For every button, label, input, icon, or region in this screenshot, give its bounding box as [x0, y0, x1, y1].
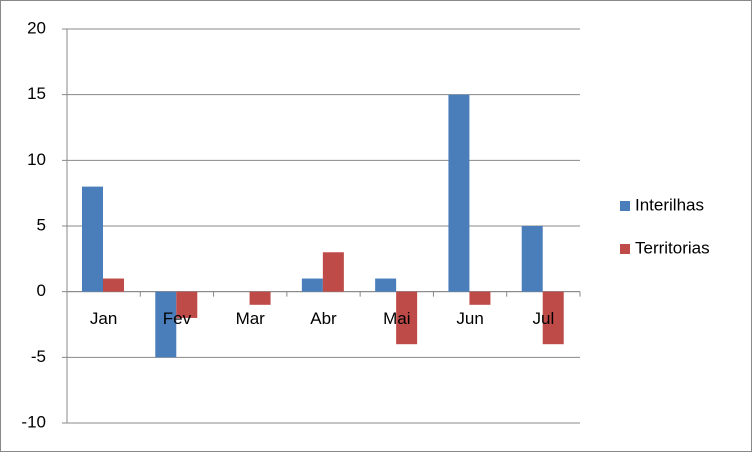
y-tick-label: 10: [27, 150, 46, 169]
y-tick-label: 15: [27, 84, 46, 103]
x-tick-label: Jul: [532, 309, 554, 328]
bar: [155, 291, 177, 358]
x-tick-label: Mar: [236, 309, 266, 328]
legend-label: Territorias: [635, 238, 710, 257]
bar: [469, 291, 491, 305]
x-tick-label: Fev: [163, 309, 192, 328]
bar: [396, 291, 418, 345]
x-tick-label: Jun: [456, 309, 483, 328]
bar: [176, 291, 198, 318]
x-tick-label: Jan: [90, 309, 117, 328]
bar: [521, 226, 543, 292]
y-tick-label: -10: [21, 412, 46, 431]
y-tick-label: 5: [37, 215, 46, 234]
bar: [448, 94, 470, 292]
bar: [375, 278, 397, 292]
bar: [82, 186, 103, 292]
legend-swatch: [620, 244, 630, 254]
x-tick-label: Abr: [310, 309, 337, 328]
y-tick-label: 20: [27, 18, 46, 37]
legend-swatch: [620, 201, 630, 211]
bar: [103, 278, 124, 292]
y-tick-label: 0: [37, 281, 46, 300]
bar: [249, 291, 271, 305]
bar: [322, 252, 344, 292]
legend-label: Interilhas: [635, 195, 704, 214]
y-tick-label: -5: [31, 347, 46, 366]
x-tick-label: Mai: [383, 309, 410, 328]
bar: [542, 291, 564, 345]
bar: [301, 278, 323, 292]
